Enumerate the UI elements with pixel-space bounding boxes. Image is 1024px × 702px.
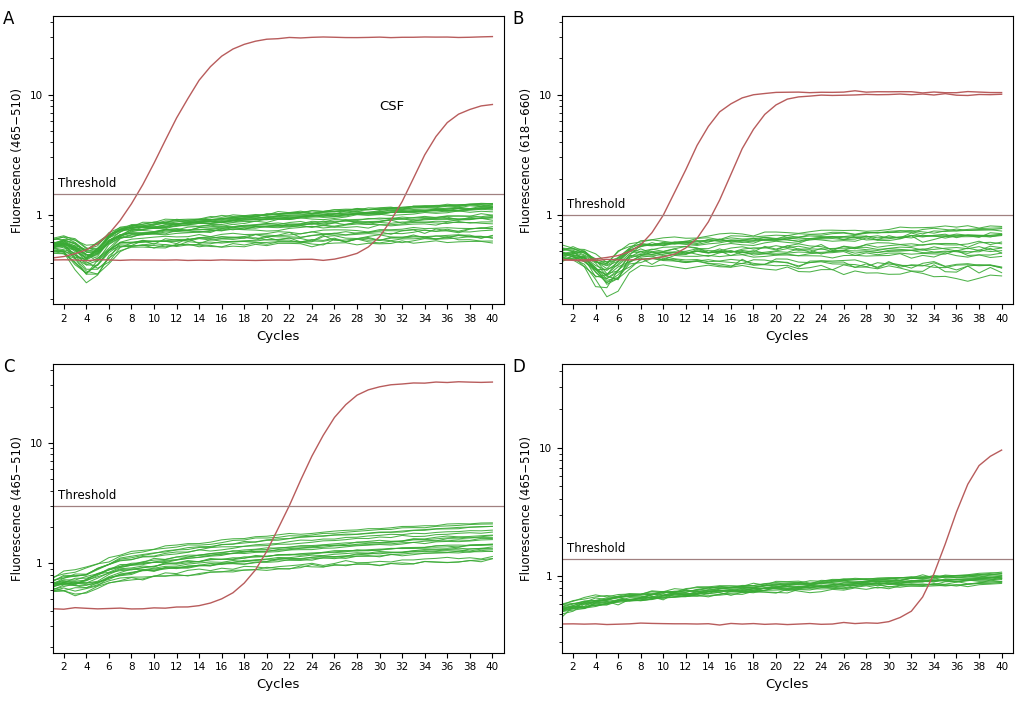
Text: Threshold: Threshold — [567, 542, 626, 555]
Text: A: A — [3, 11, 14, 28]
Text: Threshold: Threshold — [58, 489, 117, 502]
X-axis label: Cycles: Cycles — [256, 330, 300, 343]
Y-axis label: Fluorescence (465−510): Fluorescence (465−510) — [11, 88, 25, 232]
Text: D: D — [512, 359, 525, 376]
Y-axis label: Fluorescence (618−660): Fluorescence (618−660) — [520, 88, 534, 233]
Text: CSF: CSF — [380, 100, 404, 112]
X-axis label: Cycles: Cycles — [766, 678, 809, 691]
Y-axis label: Fluorescence (465−510): Fluorescence (465−510) — [520, 436, 534, 581]
Text: B: B — [512, 11, 523, 28]
X-axis label: Cycles: Cycles — [256, 678, 300, 691]
Text: Threshold: Threshold — [567, 198, 626, 211]
X-axis label: Cycles: Cycles — [766, 330, 809, 343]
Y-axis label: Fluorescence (465−510): Fluorescence (465−510) — [11, 436, 25, 581]
Text: C: C — [3, 359, 14, 376]
Text: Threshold: Threshold — [58, 177, 117, 190]
